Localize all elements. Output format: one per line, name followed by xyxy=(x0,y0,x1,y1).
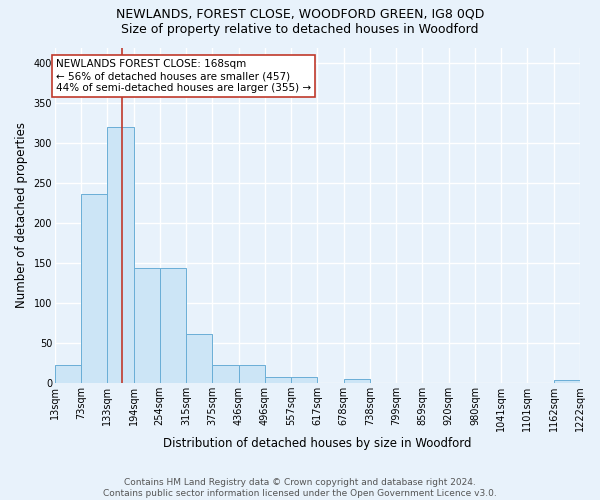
Bar xyxy=(265,378,291,383)
Text: NEWLANDS, FOREST CLOSE, WOODFORD GREEN, IG8 0QD: NEWLANDS, FOREST CLOSE, WOODFORD GREEN, … xyxy=(116,8,484,20)
Bar xyxy=(291,378,317,383)
Bar xyxy=(134,268,160,383)
Bar xyxy=(160,268,186,383)
Bar xyxy=(554,380,580,383)
Bar xyxy=(186,334,212,383)
Bar xyxy=(81,194,107,383)
Bar xyxy=(344,379,370,383)
Bar xyxy=(107,128,134,383)
Text: Size of property relative to detached houses in Woodford: Size of property relative to detached ho… xyxy=(121,22,479,36)
Bar xyxy=(55,366,81,383)
Text: Contains HM Land Registry data © Crown copyright and database right 2024.
Contai: Contains HM Land Registry data © Crown c… xyxy=(103,478,497,498)
X-axis label: Distribution of detached houses by size in Woodford: Distribution of detached houses by size … xyxy=(163,437,472,450)
Bar xyxy=(212,366,239,383)
Bar xyxy=(239,366,265,383)
Y-axis label: Number of detached properties: Number of detached properties xyxy=(15,122,28,308)
Text: NEWLANDS FOREST CLOSE: 168sqm
← 56% of detached houses are smaller (457)
44% of : NEWLANDS FOREST CLOSE: 168sqm ← 56% of d… xyxy=(56,60,311,92)
